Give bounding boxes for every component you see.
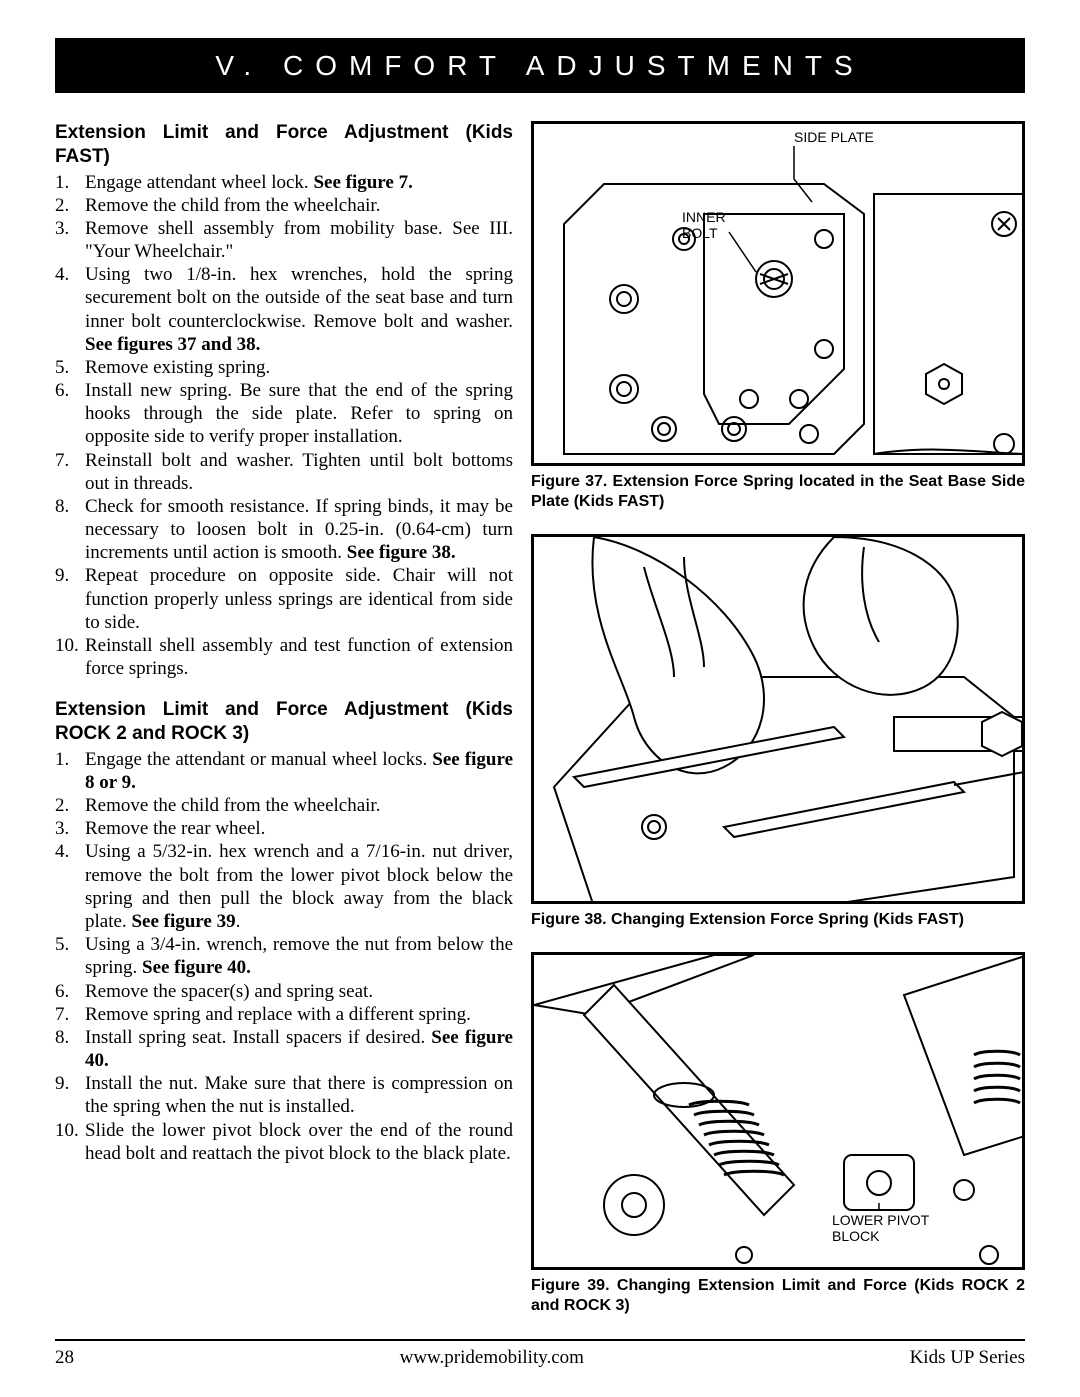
section1-heading: Extension Limit and Force Adjustment (Ki… [55, 121, 513, 169]
step-item: Reinstall shell assembly and test functi… [55, 634, 513, 680]
step-item: Using two 1/8-in. hex wrenches, hold the… [55, 263, 513, 356]
footer-series: Kids UP Series [910, 1347, 1025, 1369]
figure-37-svg: SIDE PLATE INNER BOLT [534, 124, 1025, 466]
step-item: Reinstall bolt and washer. Tighten until… [55, 449, 513, 495]
section2-steps: Engage the attendant or manual wheel loc… [55, 748, 513, 1165]
section2-heading: Extension Limit and Force Adjustment (Ki… [55, 698, 513, 746]
step-item: Install new spring. Be sure that the end… [55, 379, 513, 449]
step-item: Remove shell assembly from mobility base… [55, 217, 513, 263]
step-item: Remove spring and replace with a differe… [55, 1003, 513, 1026]
step-item: Using a 3/4-in. wrench, remove the nut f… [55, 933, 513, 979]
step-item: Engage attendant wheel lock. See figure … [55, 171, 513, 194]
step-bold: See figure 40. [85, 1027, 513, 1071]
step-item: Using a 5/32-in. hex wrench and a 7/16-i… [55, 840, 513, 933]
figure-37-box: SIDE PLATE INNER BOLT [531, 121, 1025, 466]
step-bold: See figure 40. [142, 957, 251, 978]
step-bold: See figure 39 [131, 911, 235, 932]
step-bold: See figure 8 or 9. [85, 749, 513, 793]
label-side-plate: SIDE PLATE [794, 129, 874, 145]
step-item: Remove the rear wheel. [55, 817, 513, 840]
figure-38-svg [534, 537, 1025, 904]
section1-steps: Engage attendant wheel lock. See figure … [55, 171, 513, 681]
page-footer: 28 www.pridemobility.com Kids UP Series [55, 1339, 1025, 1369]
step-item: Slide the lower pivot block over the end… [55, 1119, 513, 1165]
step-bold: See figure 38. [347, 542, 456, 563]
figure-39-caption: Figure 39. Changing Extension Limit and … [531, 1276, 1025, 1316]
figure-38-caption: Figure 38. Changing Extension Force Spri… [531, 910, 1025, 930]
figure-37-caption: Figure 37. Extension Force Spring locate… [531, 472, 1025, 512]
step-item: Remove the child from the wheelchair. [55, 794, 513, 817]
step-item: Remove existing spring. [55, 356, 513, 379]
step-bold: See figure 7. [313, 172, 412, 193]
label-inner: INNER [682, 209, 726, 225]
step-item: Repeat procedure on opposite side. Chair… [55, 564, 513, 634]
figure-38-box [531, 534, 1025, 904]
step-bold: See figures 37 and 38. [85, 334, 260, 355]
label-bolt: BOLT [682, 225, 718, 241]
step-item: Install the nut. Make sure that there is… [55, 1072, 513, 1118]
step-item: Install spring seat. Install spacers if … [55, 1026, 513, 1072]
step-item: Check for smooth resistance. If spring b… [55, 495, 513, 565]
right-column: SIDE PLATE INNER BOLT Figure 37. Extensi… [531, 121, 1025, 1316]
section-header: V. COMFORT ADJUSTMENTS [55, 38, 1025, 93]
footer-url: www.pridemobility.com [400, 1347, 584, 1369]
label-lower-pivot-2: BLOCK [832, 1228, 880, 1244]
label-lower-pivot-1: LOWER PIVOT [832, 1212, 930, 1228]
left-column: Extension Limit and Force Adjustment (Ki… [55, 121, 513, 1316]
figure-39-box: LOWER PIVOT BLOCK [531, 952, 1025, 1270]
step-item: Engage the attendant or manual wheel loc… [55, 748, 513, 794]
step-item: Remove the spacer(s) and spring seat. [55, 980, 513, 1003]
page-number: 28 [55, 1347, 74, 1369]
step-item: Remove the child from the wheelchair. [55, 194, 513, 217]
section-header-text: V. COMFORT ADJUSTMENTS [215, 50, 864, 82]
content-columns: Extension Limit and Force Adjustment (Ki… [55, 121, 1025, 1316]
figure-39-svg: LOWER PIVOT BLOCK [534, 955, 1025, 1270]
